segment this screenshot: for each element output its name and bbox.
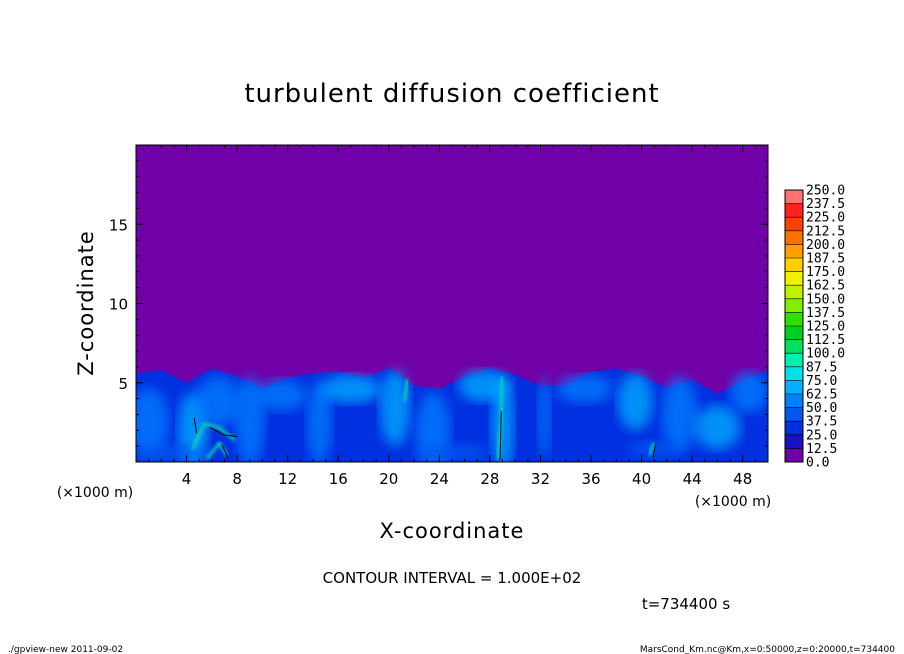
field-highlight (306, 381, 332, 462)
x-axis: 4 8 12 16 20 24 28 32 36 40 44 48 (135, 145, 769, 488)
colorbar-label: 137.5 (806, 306, 845, 321)
y-tick-label: 5 (118, 375, 128, 393)
field-highlight (379, 370, 411, 447)
colorbar-swatch (785, 190, 803, 204)
field-highlight (730, 371, 768, 413)
colorbar-label: 125.0 (806, 320, 845, 335)
contour-interval-label: CONTOUR INTERVAL = 1.000E+02 (323, 569, 582, 587)
x-tick-label: 20 (379, 470, 398, 488)
colorbar-swatch (785, 380, 803, 395)
contour-line (221, 444, 229, 460)
colorbar-swatch (785, 434, 803, 449)
y-axis: 5 10 15 (109, 144, 768, 463)
colorbar-swatch (785, 203, 803, 218)
colorbar-swatch (785, 230, 803, 245)
field-highlight (617, 373, 653, 431)
colorbar-label: 112.5 (806, 333, 845, 348)
colorbar-label: 25.0 (806, 428, 837, 443)
colorbar-label: 200.0 (806, 238, 845, 253)
x-tick-label: 40 (632, 470, 651, 488)
colorbar-label: 62.5 (806, 388, 837, 403)
colorbar-label: 237.5 (806, 197, 845, 212)
colorbar-label: 212.5 (806, 224, 845, 239)
field-filament (647, 442, 656, 457)
footer-left: ./gpview-new 2011-09-02 (8, 645, 123, 654)
contour-line (193, 417, 198, 434)
colorbar-label: 100.0 (806, 347, 845, 362)
x-tick-label: 36 (581, 470, 600, 488)
colorbar-swatch (785, 298, 803, 313)
field-highlight (136, 387, 169, 458)
x-tick-label: 32 (531, 470, 550, 488)
chart-title: turbulent diffusion coefficient (244, 79, 659, 109)
colorbar-label: 187.5 (806, 252, 845, 267)
colorbar-swatch (785, 285, 803, 300)
field-highlight (556, 374, 613, 404)
x-tick-label: 16 (329, 470, 348, 488)
colorbar: 0.012.525.037.550.062.575.087.5100.0112.… (784, 184, 845, 471)
colorbar-label: 37.5 (806, 415, 837, 430)
contour-line (209, 426, 238, 438)
colorbar-swatch (785, 366, 803, 381)
colorbar-label: 87.5 (806, 360, 837, 375)
contour-line (652, 444, 656, 458)
field-highlight (195, 376, 241, 428)
colorbar-swatch (785, 339, 803, 354)
colorbar-label: 162.5 (806, 279, 845, 294)
field-highlight (320, 374, 382, 404)
colorbar-label: 75.0 (806, 374, 837, 389)
x-tick-label: 44 (683, 470, 702, 488)
x-tick-label: 28 (480, 470, 499, 488)
colorbar-label: 175.0 (806, 265, 845, 280)
colorbar-swatch (785, 271, 803, 286)
footer-right: MarsCond_Km.nc@Km,x=0:50000,z=0:20000,t=… (640, 645, 895, 654)
field-highlight (136, 442, 201, 462)
y-tick-label: 10 (109, 296, 128, 314)
colorbar-swatch (785, 312, 803, 327)
x-tick-label: 12 (278, 470, 297, 488)
colorbar-swatch (785, 421, 803, 436)
field-filament (402, 379, 410, 403)
x-tick-label: 48 (733, 470, 752, 488)
x-axis-label: X-coordinate (380, 519, 525, 543)
x-tick-label: 8 (232, 470, 242, 488)
colorbar-swatch (785, 407, 803, 422)
field-highlight (414, 442, 490, 462)
colorbar-label: 50.0 (806, 401, 837, 416)
x-unit-right-label: (×1000 m) (695, 494, 771, 510)
colorbar-label: 225.0 (806, 211, 845, 226)
contour-line (499, 411, 502, 461)
colorbar-label: 150.0 (806, 292, 845, 307)
x-unit-left-label: (×1000 m) (57, 485, 133, 501)
colorbar-swatch (785, 258, 803, 272)
y-tick-label: 15 (109, 216, 128, 234)
colorbar-swatch (785, 217, 803, 232)
x-tick-label: 4 (182, 470, 192, 488)
colorbar-swatch (785, 353, 803, 368)
field-highlight (694, 404, 741, 450)
field-filament (191, 422, 236, 450)
x-tick-label: 24 (430, 470, 449, 488)
plot-area (135, 144, 769, 463)
time-label: t=734400 s (642, 595, 730, 613)
field-highlight (256, 379, 307, 412)
colorbar-label: 12.5 (806, 442, 837, 457)
heatmap-field (136, 368, 768, 462)
field-highlight (661, 376, 698, 453)
field-highlight (537, 376, 551, 459)
y-axis-label: Z-coordinate (74, 230, 98, 376)
colorbar-label: 250.0 (806, 184, 845, 199)
colorbar-label: 0.0 (806, 456, 829, 471)
colorbar-swatch (785, 326, 803, 340)
colorbar-swatch (785, 448, 803, 463)
colorbar-swatch (785, 244, 803, 259)
colorbar-swatch (785, 394, 803, 408)
